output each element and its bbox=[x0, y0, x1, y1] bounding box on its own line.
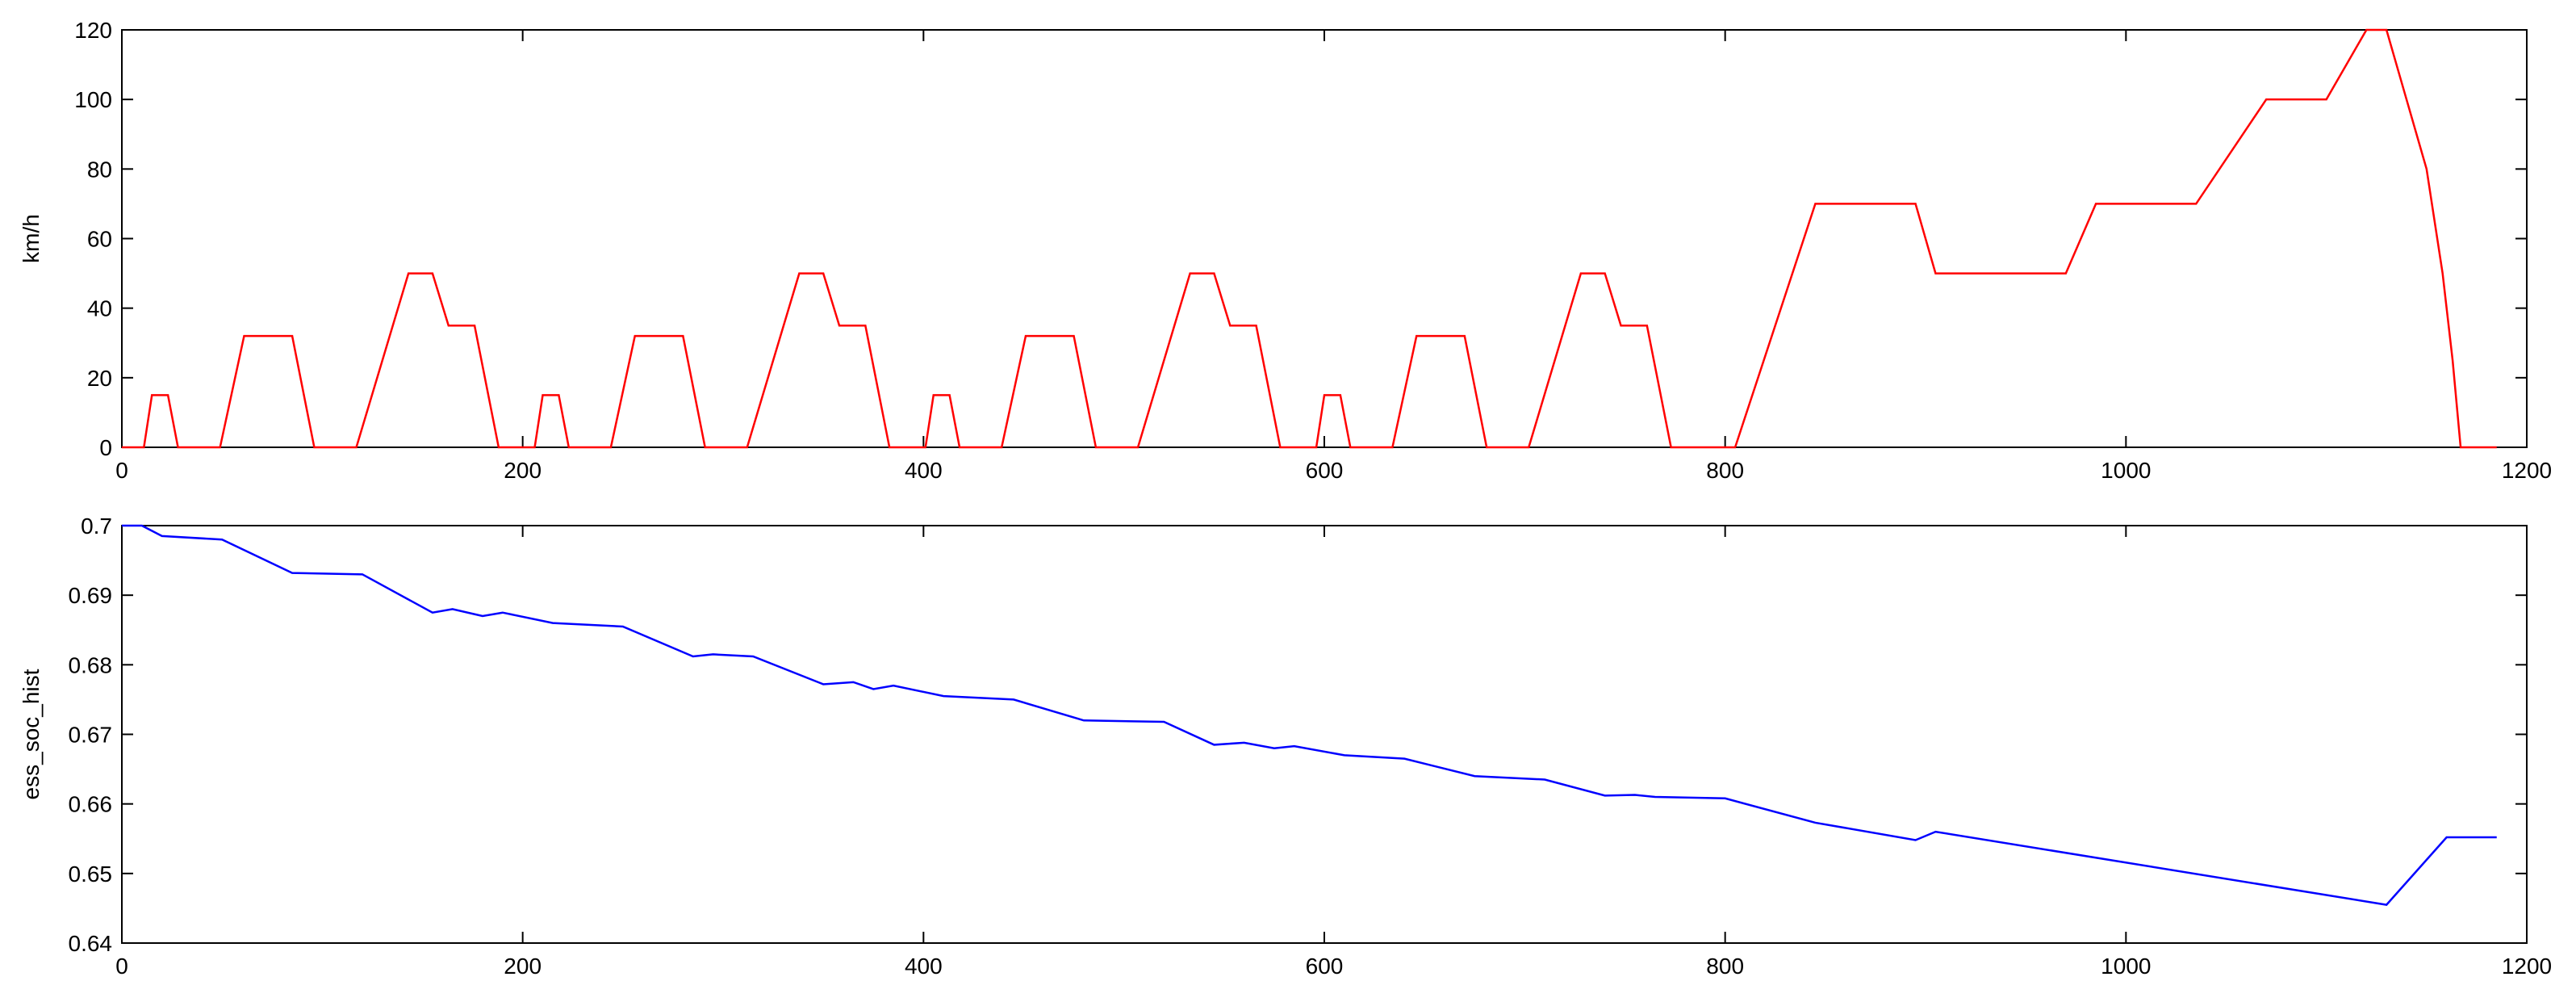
x-tick-label: 1200 bbox=[2502, 458, 2552, 483]
x-tick-label: 800 bbox=[1706, 458, 1744, 483]
data-line bbox=[122, 28, 2497, 449]
plot-frame bbox=[121, 525, 2528, 944]
y-tick-label: 0 bbox=[99, 435, 112, 460]
y-tick-label: 40 bbox=[87, 296, 112, 321]
x-tick-label: 600 bbox=[1306, 954, 1344, 979]
y-tick-label: 0.65 bbox=[69, 862, 113, 887]
x-tick-label: 1200 bbox=[2502, 954, 2552, 979]
y-tick-label: 100 bbox=[74, 87, 112, 112]
plot-frame bbox=[121, 29, 2528, 448]
y-tick-label: 0.66 bbox=[69, 792, 113, 817]
x-tick-label: 0 bbox=[115, 458, 128, 483]
data-line bbox=[122, 524, 2497, 906]
y-axis-label: km/h bbox=[19, 214, 44, 263]
x-tick-label: 1000 bbox=[2101, 954, 2151, 979]
y-tick-label: 60 bbox=[87, 227, 112, 252]
y-tick-label: 0.7 bbox=[81, 514, 112, 539]
x-tick-label: 200 bbox=[504, 458, 542, 483]
x-tick-label: 800 bbox=[1706, 954, 1744, 979]
y-tick-label: 0.64 bbox=[69, 931, 113, 956]
x-tick-label: 0 bbox=[115, 954, 128, 979]
x-tick-label: 200 bbox=[504, 954, 542, 979]
y-tick-label: 0.69 bbox=[69, 583, 113, 608]
y-tick-label: 80 bbox=[87, 157, 112, 182]
x-tick-label: 400 bbox=[905, 458, 943, 483]
y-tick-label: 120 bbox=[74, 18, 112, 43]
x-tick-label: 400 bbox=[905, 954, 943, 979]
y-tick-label: 0.68 bbox=[69, 652, 113, 677]
x-tick-label: 1000 bbox=[2101, 458, 2151, 483]
x-tick-label: 600 bbox=[1306, 458, 1344, 483]
y-axis-label: ess_soc_hist bbox=[19, 669, 44, 799]
y-tick-label: 20 bbox=[87, 366, 112, 391]
y-tick-label: 0.67 bbox=[69, 723, 113, 748]
